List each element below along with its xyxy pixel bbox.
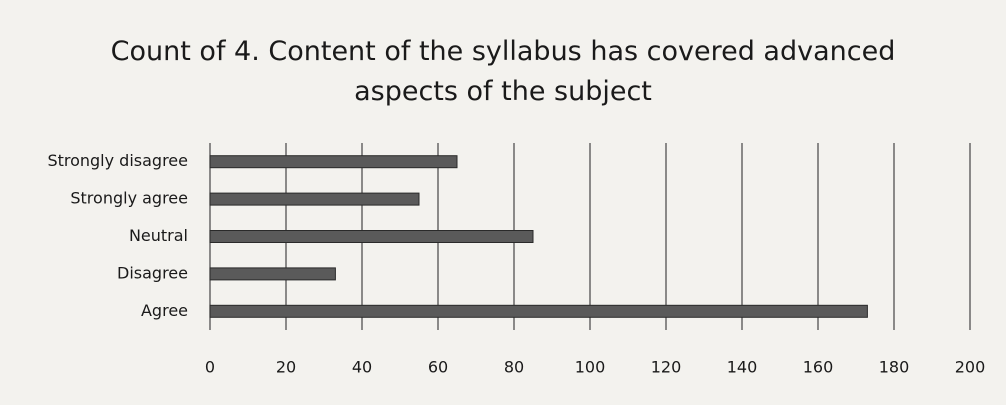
x-tick-label: 120	[651, 358, 682, 377]
x-tick-label: 0	[205, 358, 215, 377]
bar	[209, 304, 868, 318]
x-tick-label: 180	[879, 358, 910, 377]
x-tick-label: 160	[803, 358, 834, 377]
bar	[209, 267, 336, 281]
y-tick-label: Neutral	[129, 226, 188, 245]
bar	[209, 155, 458, 169]
x-tick-label: 60	[428, 358, 448, 377]
x-tick-label: 20	[276, 358, 296, 377]
y-tick-label: Agree	[141, 301, 188, 320]
chart-title: Count of 4. Content of the syllabus has …	[110, 36, 896, 107]
x-tick-label: 40	[352, 358, 372, 377]
x-tick-label: 80	[504, 358, 524, 377]
bar	[209, 192, 420, 206]
x-tick-label: 200	[955, 358, 986, 377]
y-tick-label: Strongly agree	[70, 189, 188, 208]
x-tick-label: 100	[575, 358, 606, 377]
bar	[209, 230, 534, 243]
x-tick-label: 140	[727, 358, 758, 377]
y-tick-label: Disagree	[117, 263, 188, 282]
y-tick-label: Strongly disagree	[47, 151, 188, 170]
